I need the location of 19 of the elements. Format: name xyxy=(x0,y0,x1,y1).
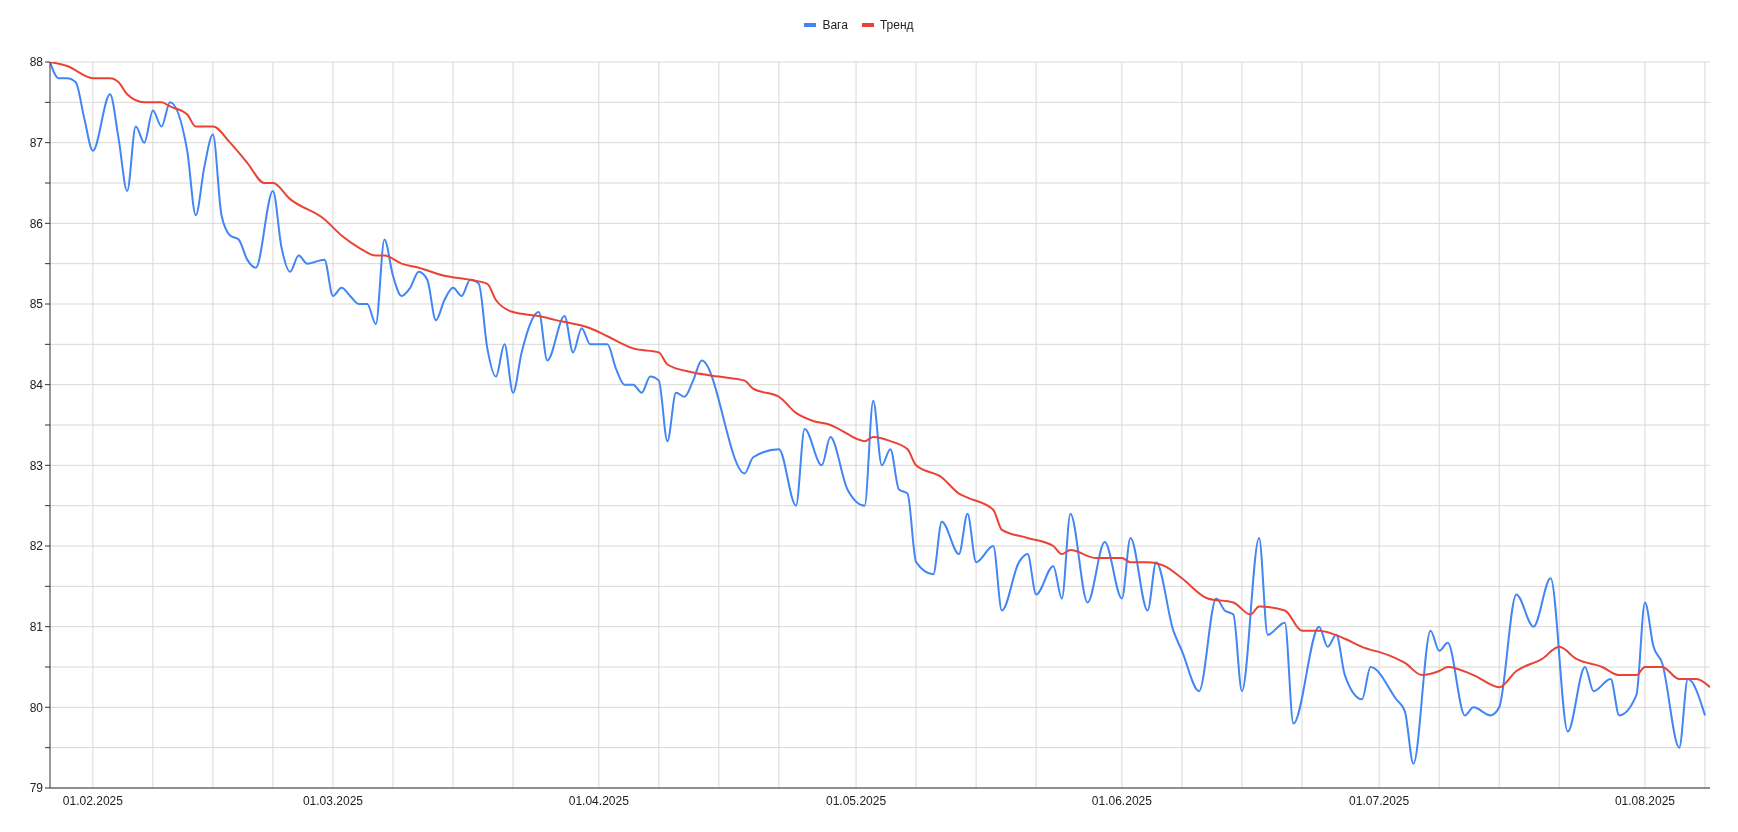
x-tick-label: 01.02.2025 xyxy=(62,793,124,808)
y-tick-label: 80 xyxy=(29,700,44,715)
y-tick-label: 83 xyxy=(29,458,44,473)
x-tick-label: 01.06.2025 xyxy=(1091,793,1153,808)
y-tick-label: 85 xyxy=(29,297,44,312)
y-tick-label: 87 xyxy=(29,135,44,150)
x-tick-label: 01.05.2025 xyxy=(826,793,887,808)
x-tick-label: 01.03.2025 xyxy=(302,793,364,808)
y-tick-label: 79 xyxy=(29,781,44,796)
legend-label: Тренд xyxy=(878,18,914,32)
x-tick-label: 01.04.2025 xyxy=(568,793,630,808)
y-tick-label: 81 xyxy=(29,619,44,634)
y-tick-label: 88 xyxy=(29,55,44,70)
x-tick-label: 01.08.2025 xyxy=(1614,793,1676,808)
y-tick-label: 82 xyxy=(29,539,44,554)
y-tick-label: 84 xyxy=(29,377,44,392)
y-tick-label: 86 xyxy=(29,216,44,231)
legend-label: Вага xyxy=(821,18,848,32)
x-tick-label: 01.07.2025 xyxy=(1349,793,1410,808)
